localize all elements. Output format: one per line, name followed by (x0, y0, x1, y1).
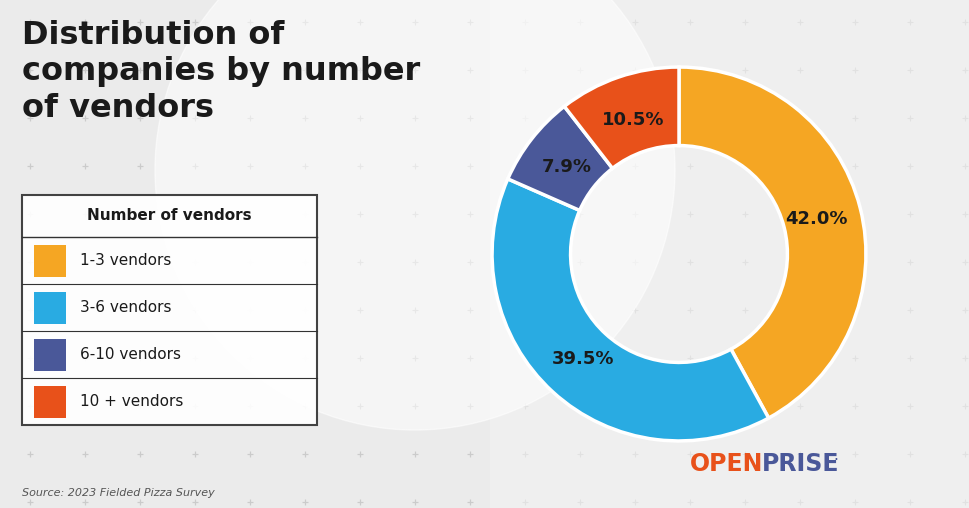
Text: Distribution of
companies by number
of vendors: Distribution of companies by number of v… (22, 20, 420, 123)
Text: Source: 2023 Fielded Pizza Survey: Source: 2023 Fielded Pizza Survey (22, 488, 214, 498)
Wedge shape (508, 106, 611, 210)
Text: 42.0%: 42.0% (785, 210, 847, 228)
FancyBboxPatch shape (34, 386, 66, 418)
Text: OPEN: OPEN (689, 452, 763, 476)
Text: 7.9%: 7.9% (542, 157, 591, 176)
Text: 6-10 vendors: 6-10 vendors (79, 347, 181, 362)
Text: 1-3 vendors: 1-3 vendors (79, 253, 172, 268)
Text: 10.5%: 10.5% (601, 111, 664, 129)
Text: Number of vendors: Number of vendors (87, 208, 252, 224)
Text: PRISE: PRISE (762, 452, 838, 476)
FancyBboxPatch shape (34, 244, 66, 276)
FancyBboxPatch shape (22, 195, 317, 425)
Text: 39.5%: 39.5% (551, 350, 613, 368)
Wedge shape (491, 179, 767, 441)
Text: 3-6 vendors: 3-6 vendors (79, 300, 172, 315)
FancyBboxPatch shape (34, 338, 66, 370)
Wedge shape (564, 67, 678, 168)
Wedge shape (678, 67, 865, 418)
Text: ·: · (832, 453, 837, 468)
Text: 10 + vendors: 10 + vendors (79, 394, 183, 409)
FancyBboxPatch shape (489, 0, 969, 508)
FancyBboxPatch shape (34, 292, 66, 324)
Circle shape (155, 0, 674, 430)
